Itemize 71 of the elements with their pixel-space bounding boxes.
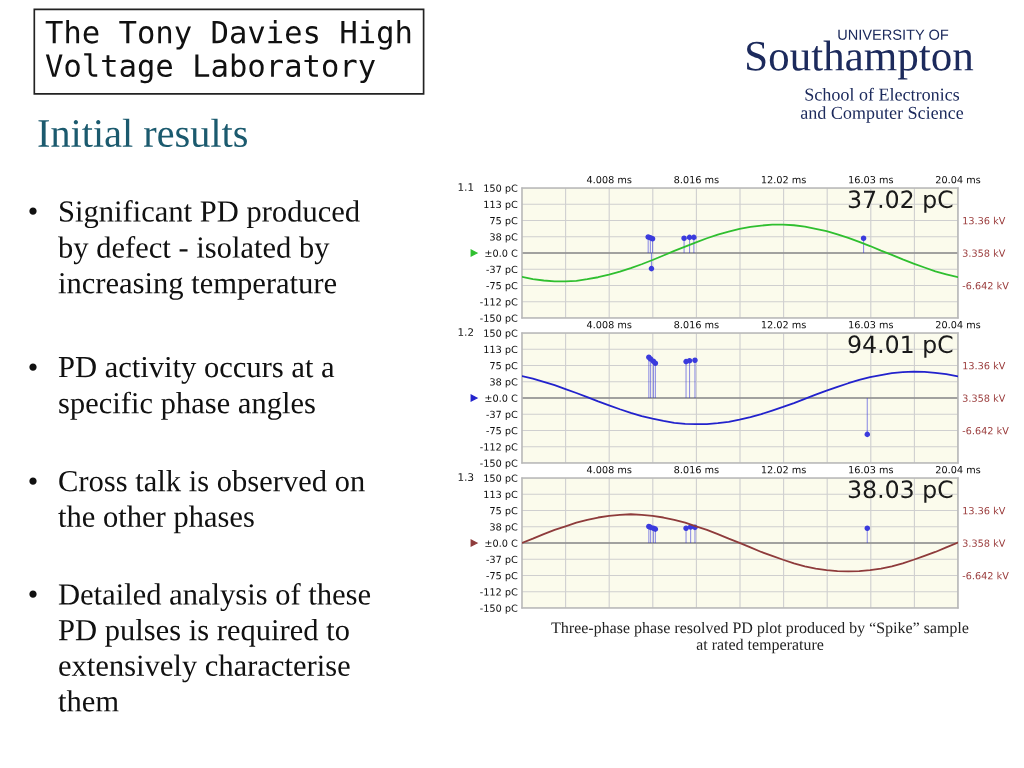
- x-tick-label: 20.04 ms: [935, 175, 981, 184]
- y2-tick-label: 13.36 kV: [963, 361, 1006, 370]
- text: •: [29, 590, 37, 598]
- y-tick-label: -37 pC: [486, 410, 518, 420]
- y2-tick-label: 13.36 kV: [963, 216, 1006, 225]
- text: Detailed analysis of these PD pulses is required to extensively characterise them: [58, 583, 371, 712]
- text: 1.2: [458, 328, 473, 336]
- y-tick-label: 75 pC: [490, 506, 518, 517]
- x-tick-label: 4.008 ms: [586, 465, 632, 474]
- text: UNIVERSITY OF: [838, 29, 949, 40]
- y-tick-label: 150 pC: [484, 474, 518, 484]
- y-tick-label: -112 pC: [480, 298, 518, 308]
- x-tick-label: 20.04 ms: [935, 320, 981, 329]
- y-tick-label: 38 pC: [490, 233, 518, 243]
- annotation: 38.03 pC: [848, 480, 953, 503]
- y-tick-label: -150 pC: [480, 604, 518, 614]
- y2-tick-label: -6.642 kV: [962, 426, 1009, 435]
- y-tick-label: ±0.0 C: [485, 394, 518, 402]
- y-tick-label: 113 pC: [484, 490, 518, 500]
- text: 1.3: [458, 473, 474, 482]
- y-tick-label: 38 pC: [490, 378, 518, 388]
- y2-tick-label: -6.642 kV: [962, 571, 1009, 580]
- text: •: [29, 207, 37, 215]
- x-tick-label: 8.016 ms: [674, 320, 719, 329]
- y-tick-label: 113 pC: [484, 345, 518, 355]
- y2-tick-label: -6.642 kV: [962, 281, 1009, 290]
- y-tick-label: -112 pC: [480, 588, 518, 598]
- y2-tick-label: 3.358 kV: [962, 539, 1006, 547]
- x-tick-label: 8.016 ms: [674, 465, 719, 474]
- text: School of Electronics and Computer Science: [800, 87, 964, 123]
- y2-tick-label: 3.358 kV: [962, 249, 1006, 257]
- text: The Tony Davies High Voltage Laboratory: [45, 20, 411, 84]
- annotation: 37.02 pC: [848, 190, 953, 213]
- y-tick-label: 75 pC: [490, 216, 518, 227]
- x-tick-label: 12.02 ms: [761, 465, 806, 474]
- text: Initial results: [38, 118, 247, 148]
- x-tick-label: 4.008 ms: [586, 175, 632, 184]
- text: Significant PD produced by defect - isolated by increasing temperature: [58, 200, 360, 300]
- x-tick-label: 4.008 ms: [586, 320, 632, 329]
- x-tick-label: 16.03 ms: [849, 320, 894, 329]
- y-tick-label: -150 pC: [480, 459, 518, 469]
- y2-tick-label: 13.36 kV: [963, 506, 1006, 515]
- text: •: [29, 363, 37, 371]
- y-tick-label: 150 pC: [484, 184, 518, 194]
- annotation: 94.01 pC: [848, 335, 953, 358]
- text: Three-phase phase resolved PD plot produced by “Spike” sample at rated temperature: [551, 622, 969, 654]
- x-tick-label: 16.03 ms: [849, 465, 894, 474]
- y-tick-label: ±0.0 C: [485, 539, 518, 547]
- text: Southampton: [747, 40, 974, 80]
- text: Cross talk is observed on the other phases: [58, 470, 365, 534]
- y2-tick-label: 3.358 kV: [962, 394, 1006, 402]
- y-tick-label: 75 pC: [490, 361, 518, 372]
- y-tick-label: -37 pC: [486, 265, 518, 275]
- y-tick-label: 150 pC: [484, 329, 518, 339]
- x-tick-label: 16.03 ms: [849, 175, 894, 184]
- y-tick-label: ±0.0 C: [485, 249, 518, 257]
- x-tick-label: 20.04 ms: [935, 465, 981, 474]
- y-tick-label: -150 pC: [480, 314, 518, 324]
- x-tick-label: 8.016 ms: [674, 175, 719, 184]
- y-tick-label: -37 pC: [486, 555, 518, 565]
- y-tick-label: 38 pC: [490, 523, 518, 533]
- y-tick-label: 113 pC: [484, 200, 518, 210]
- x-tick-label: 12.02 ms: [761, 320, 806, 329]
- text: •: [29, 477, 37, 485]
- y-tick-label: -112 pC: [480, 443, 518, 453]
- text: PD activity occurs at a specific phase angles: [58, 356, 335, 420]
- y-tick-label: -75 pC: [486, 571, 518, 582]
- text: 1.1: [458, 183, 474, 191]
- y-tick-label: -75 pC: [486, 281, 518, 292]
- y-tick-label: -75 pC: [486, 426, 518, 437]
- x-tick-label: 12.02 ms: [761, 175, 806, 184]
